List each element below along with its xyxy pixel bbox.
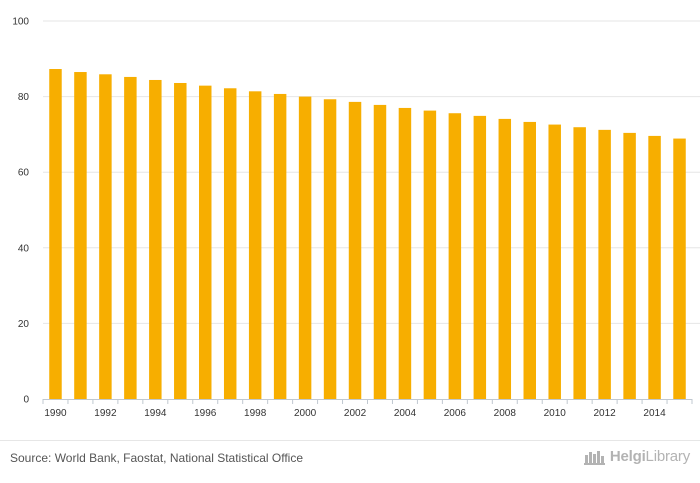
x-tick-label: 2006: [444, 408, 467, 419]
bar-2002: [348, 101, 362, 399]
y-tick-label: 60: [18, 168, 30, 179]
bar-2010: [548, 124, 561, 399]
brand-prefix: Helgi: [609, 448, 646, 465]
bar-1995: [174, 82, 187, 400]
y-tick-label: 20: [18, 319, 30, 330]
bar-2013: [623, 132, 636, 399]
x-tick-label: 1990: [44, 408, 67, 419]
bar-chart: 0 20 40 60 80 100 1990 1992 1994 1996 1998 2000 200…: [12, 17, 700, 419]
x-tick-label: 2014: [643, 408, 666, 419]
source-note: Source: World Bank, Faostat, National St…: [10, 451, 304, 465]
library-logo-icon: [583, 450, 605, 465]
bar-2009: [523, 121, 536, 400]
x-axis-labels: 1990 1992 1994 1996 1998 2000 2002 2004 2006 2008…: [44, 408, 666, 419]
bar-2015: [673, 138, 686, 399]
brand-suffix: Library: [645, 448, 691, 465]
x-tick-label: 1996: [194, 408, 217, 419]
bar-2012: [598, 129, 611, 400]
x-tick-label: 1998: [244, 408, 267, 419]
bar-2003: [373, 104, 387, 400]
x-axis: [42, 399, 693, 404]
x-tick-label: 1992: [94, 408, 117, 419]
footer-divider: [0, 440, 700, 441]
y-tick-label: 80: [18, 92, 30, 103]
y-tick-label: 0: [23, 395, 29, 406]
bars: [49, 69, 686, 400]
helgi-library-logo: HelgiLibrary: [583, 448, 691, 465]
x-tick-label: 1994: [144, 408, 167, 419]
bar-2007: [473, 115, 487, 399]
x-tick-label: 2004: [394, 408, 417, 419]
y-tick-label: 40: [18, 243, 30, 254]
bar-2014: [648, 135, 661, 399]
bar-1992: [99, 74, 112, 400]
bar-1993: [124, 76, 137, 399]
x-tick-label: 2012: [594, 408, 617, 419]
bar-1996: [199, 85, 212, 399]
x-tick-label: 2000: [294, 408, 317, 419]
bar-2008: [498, 118, 512, 400]
bar-2005: [423, 110, 437, 399]
y-axis-labels: 0 20 40 60 80 100: [12, 17, 29, 406]
bar-2001: [323, 99, 337, 399]
bar-1994: [149, 79, 162, 399]
x-tick-label: 2002: [344, 408, 367, 419]
x-tick-label: 2008: [494, 408, 517, 419]
bar-1997: [223, 88, 237, 399]
bar-2004: [398, 107, 412, 399]
bar-2006: [448, 113, 462, 399]
bar-1990: [49, 69, 62, 399]
y-tick-label: 100: [12, 17, 29, 28]
bar-1991: [74, 72, 87, 399]
bar-1998: [248, 91, 262, 399]
x-tick-label: 2010: [544, 408, 567, 419]
bar-2011: [573, 127, 586, 399]
bar-1999: [273, 93, 287, 399]
bar-2000: [298, 96, 312, 399]
